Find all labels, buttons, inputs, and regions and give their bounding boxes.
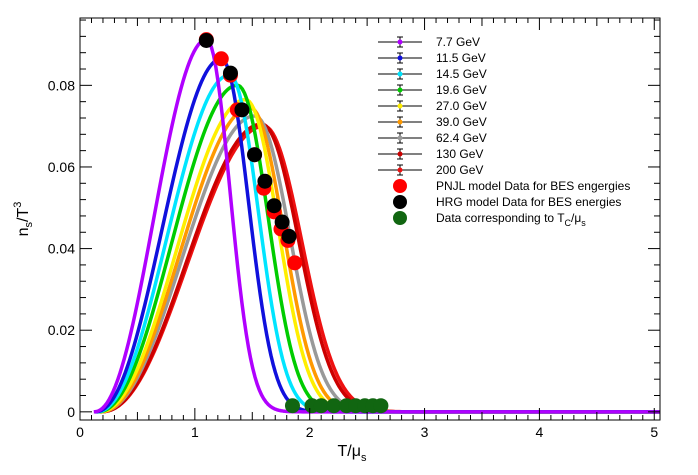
hrg-point-1	[222, 65, 238, 81]
y-tick-label: 0.02	[48, 322, 75, 338]
legend-entry-200-gev: 200 GeV	[378, 163, 483, 177]
x-tick-label: 3	[421, 424, 429, 440]
tick-layer	[79, 18, 660, 420]
y-tick-label: 0.08	[48, 77, 75, 93]
legend-entry-hrg: HRG model Data for BES energies	[393, 195, 621, 209]
legend-label: 19.6 GeV	[436, 83, 487, 97]
marker-layer	[198, 32, 389, 414]
legend-label: 62.4 GeV	[436, 131, 487, 145]
legend-marker	[393, 195, 407, 209]
legend-label: 11.5 GeV	[436, 51, 486, 65]
tc-point-2	[313, 398, 329, 414]
legend-label: PNJL model Data for BES engergies	[436, 179, 630, 193]
legend-label: 14.5 GeV	[436, 67, 487, 81]
x-tick-label: 4	[536, 424, 544, 440]
legend-entry-14-5-gev: 14.5 GeV	[378, 67, 487, 81]
legend-entry-62-4-gev: 62.4 GeV	[378, 131, 487, 145]
hrg-point-0	[198, 32, 214, 48]
x-tick-label: 0	[76, 424, 84, 440]
x-tick-label: 5	[650, 424, 658, 440]
legend-marker	[393, 211, 407, 225]
hrg-point-2	[234, 102, 250, 118]
plot-frame	[79, 17, 661, 421]
legend-entry-tc: Data corresponding to TC/μs	[393, 211, 586, 228]
legend-marker	[397, 71, 403, 77]
y-axis-label: ns/T3	[12, 202, 35, 237]
hrg-point-3	[247, 147, 263, 163]
legend-label: 27.0 GeV	[436, 99, 487, 113]
x-tick-label: 1	[191, 424, 199, 440]
tick-label-layer: 0 1 2 3 4 5 0 0.02 0.04 0.06 0.08	[48, 77, 659, 440]
legend-label: HRG model Data for BES energies	[436, 195, 621, 209]
legend-marker	[397, 55, 403, 61]
legend-label: 39.0 GeV	[436, 115, 487, 129]
legend-label: 7.7 GeV	[436, 35, 480, 49]
y-tick-label: 0.06	[48, 159, 75, 175]
y-tick-label: 0	[67, 404, 75, 420]
legend-marker	[397, 87, 403, 93]
legend-marker	[397, 167, 403, 173]
legend-entry-7-7-gev: 7.7 GeV	[378, 35, 480, 49]
legend-marker	[393, 179, 407, 193]
legend-marker	[397, 135, 403, 141]
legend-label: 200 GeV	[436, 163, 483, 177]
legend-marker	[397, 103, 403, 109]
y-tick-label: 0.04	[48, 241, 75, 257]
legend-entry-pnjl: PNJL model Data for BES engergies	[393, 179, 630, 193]
legend-label: 130 GeV	[436, 147, 483, 161]
hrg-point-7	[281, 228, 297, 244]
legend-entry-130-gev: 130 GeV	[378, 147, 483, 161]
legend-entry-19-6-gev: 19.6 GeV	[378, 83, 487, 97]
tc-point-0	[284, 398, 300, 414]
pnjl-point-9	[287, 255, 303, 271]
legend-marker	[397, 151, 403, 157]
legend-marker	[397, 119, 403, 125]
legend-label: Data corresponding to TC/μs	[436, 211, 586, 228]
x-axis-label: T/μs	[338, 443, 367, 464]
legend: 7.7 GeV 11.5 GeV 14.5 GeV 19.6 GeV 27.0 GeV 3…	[378, 35, 630, 228]
x-tick-label: 2	[306, 424, 314, 440]
legend-marker	[397, 39, 403, 45]
hrg-point-6	[274, 214, 290, 230]
legend-entry-27-0-gev: 27.0 GeV	[378, 99, 487, 113]
tc-point-3	[326, 398, 342, 414]
hrg-point-4	[257, 173, 273, 189]
legend-entry-11-5-gev: 11.5 GeV	[378, 51, 486, 65]
tc-point-8	[373, 398, 389, 414]
hrg-point-5	[266, 198, 282, 214]
pnjl-point-1	[213, 51, 229, 67]
legend-entry-39-0-gev: 39.0 GeV	[378, 115, 487, 129]
